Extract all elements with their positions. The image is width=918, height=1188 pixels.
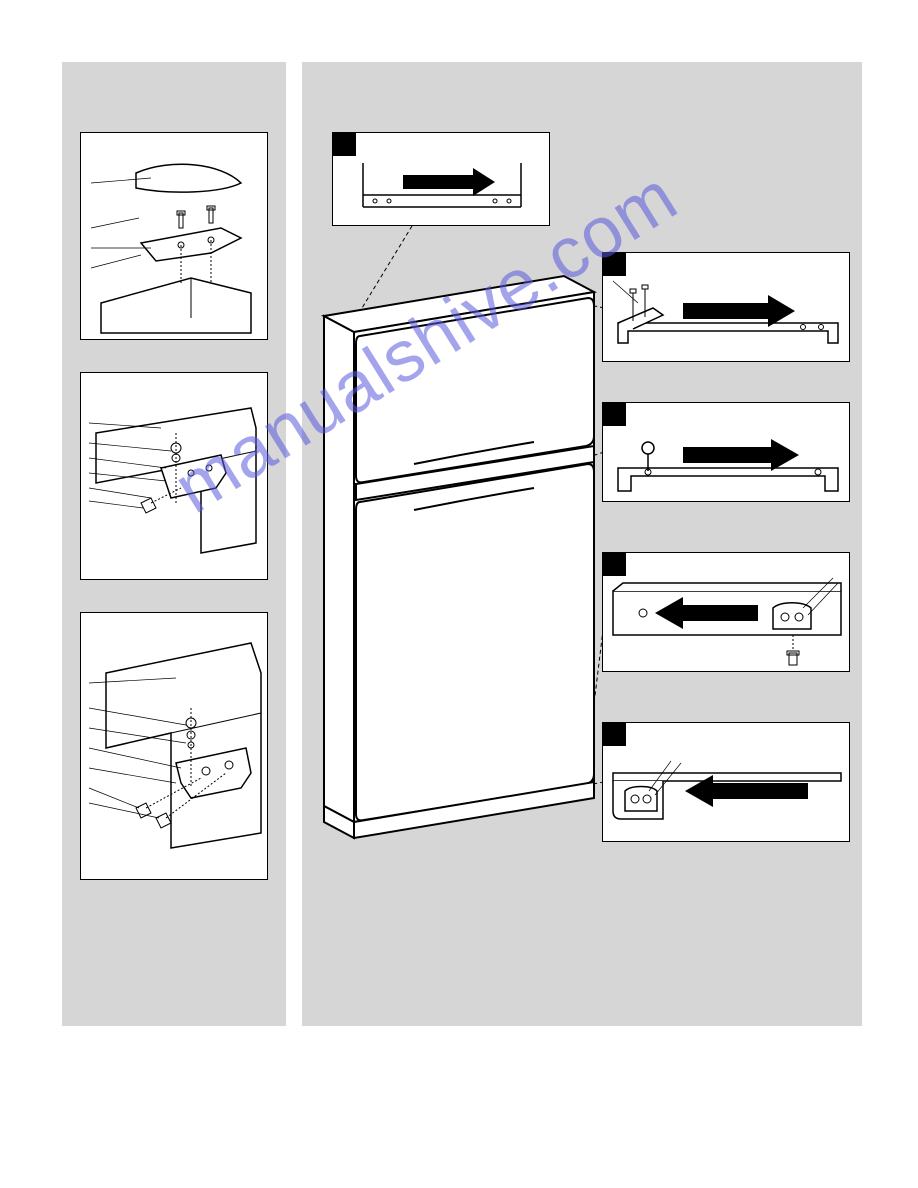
- panel-step-1: [332, 132, 550, 226]
- step-5-illustration: [603, 723, 851, 843]
- panel-step-4: [602, 552, 850, 672]
- step-2-illustration: [603, 253, 851, 363]
- hinge-bottom-illustration: [81, 613, 269, 881]
- step-4-illustration: [603, 553, 851, 673]
- step-badge: [602, 722, 626, 746]
- step-badge: [602, 252, 626, 276]
- panel-step-5: [602, 722, 850, 842]
- panel-hinge-top: [80, 132, 268, 340]
- manual-page: manualshive.com: [0, 0, 918, 1188]
- step-badge: [602, 552, 626, 576]
- right-column: [302, 62, 862, 1026]
- left-column: [62, 62, 286, 1026]
- arrow-right-icon: [683, 295, 795, 327]
- hinge-middle-illustration: [81, 373, 269, 581]
- arrow-right-icon: [403, 168, 495, 196]
- step-badge: [332, 132, 356, 156]
- step-badge: [602, 402, 626, 426]
- panel-step-3: [602, 402, 850, 502]
- arrow-right-icon: [683, 439, 799, 471]
- panel-step-2: [602, 252, 850, 362]
- hinge-top-illustration: [81, 133, 269, 341]
- panel-hinge-middle: [80, 372, 268, 580]
- panel-hinge-bottom: [80, 612, 268, 880]
- step-3-illustration: [603, 403, 851, 503]
- step-1-illustration: [333, 133, 551, 227]
